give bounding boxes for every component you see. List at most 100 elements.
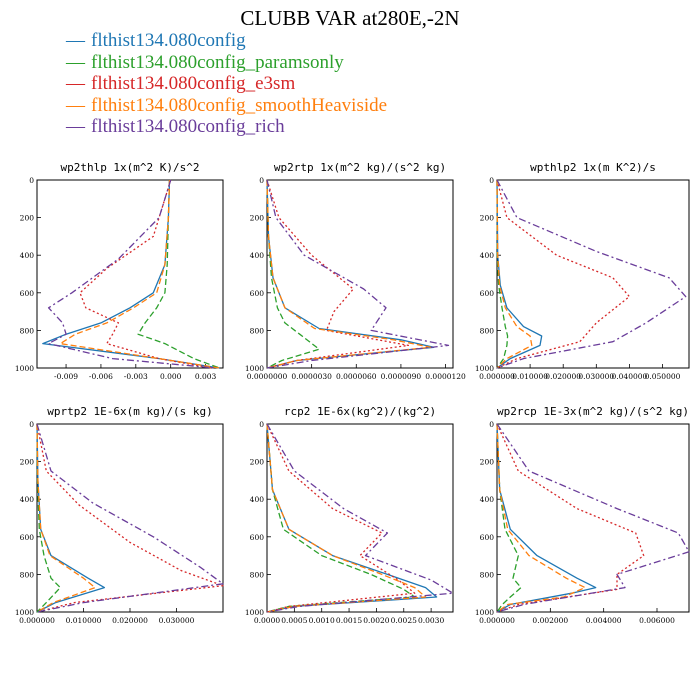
y-tick-label: 800 <box>480 570 495 579</box>
legend-label: flthist134.080config <box>91 30 246 51</box>
y-tick-label: 200 <box>250 214 265 223</box>
plot-frame <box>36 179 224 369</box>
x-tick-label: 0.030000 <box>159 616 195 625</box>
x-tick-label: 0.002000 <box>532 616 568 625</box>
y-tick-label: 200 <box>250 458 265 467</box>
x-tick-label: 0.0030 <box>418 616 444 625</box>
y-tick-label: 800 <box>250 326 265 335</box>
y-tick-label: 1000 <box>15 608 34 617</box>
y-tick-label: 800 <box>20 570 35 579</box>
x-tick-label: 0.0000030 <box>291 372 332 381</box>
series-line <box>266 179 432 369</box>
series-line <box>496 423 645 613</box>
y-tick-label: 200 <box>20 214 35 223</box>
series-line <box>36 423 96 613</box>
subplot: wpthlp2 1x(m K^2)/s 0 200 400 600 800 10000.00… <box>475 161 690 381</box>
x-tick-label: 0.0000000 <box>247 372 288 381</box>
series-line <box>496 423 586 613</box>
legend-entry: — flthist134.080config_smoothHeaviside <box>66 95 387 117</box>
legend-entry: — flthist134.080config_e3sm <box>66 73 387 95</box>
series-line <box>266 179 450 369</box>
series-line <box>42 179 220 369</box>
y-tick-label: 200 <box>480 458 495 467</box>
x-tick-label: 0.000000 <box>19 616 55 625</box>
y-tick-label: 400 <box>480 251 495 260</box>
y-tick-label: 0 <box>259 420 264 429</box>
y-tick-label: 0 <box>489 420 494 429</box>
legend-label: flthist134.080config_rich <box>91 116 285 137</box>
x-tick-label: -0.009 <box>54 372 78 381</box>
series-line <box>59 179 220 369</box>
legend-line-icon: — <box>66 94 85 116</box>
y-tick-label: 0 <box>489 176 494 185</box>
series-line <box>266 179 410 369</box>
series-line <box>496 179 687 369</box>
legend-label: flthist134.080config_smoothHeaviside <box>91 94 388 116</box>
y-tick-label: 400 <box>20 495 35 504</box>
y-tick-label: 400 <box>250 251 265 260</box>
y-tick-label: 400 <box>480 495 495 504</box>
legend-label: flthist134.080config_e3sm <box>91 73 296 94</box>
y-tick-label: 0 <box>29 176 34 185</box>
y-tick-label: 1000 <box>15 364 34 373</box>
legend-line-icon: — <box>66 73 85 94</box>
y-tick-label: 0 <box>259 176 264 185</box>
plot-frame <box>496 179 690 369</box>
series-line <box>266 423 454 613</box>
legend-entry: — flthist134.080config <box>66 30 387 52</box>
x-tick-label: 0.040000 <box>612 372 648 381</box>
series-line <box>496 179 631 369</box>
x-tick-label: 0.0000120 <box>425 372 466 381</box>
series-line <box>496 423 690 613</box>
y-tick-label: 400 <box>20 251 35 260</box>
x-tick-label: 0.020000 <box>545 372 581 381</box>
subplot: rcp2 1E-6x(kg^2)/(kg^2) 0 200 400 600 800 1000… <box>245 405 454 625</box>
figure-title: CLUBB VAR at280E,-2N <box>240 6 460 30</box>
legend-line-icon: — <box>66 51 85 73</box>
plot-frame <box>496 423 690 613</box>
series-line <box>137 179 220 369</box>
x-tick-label: 0.0005 <box>281 616 307 625</box>
legend-entry: — flthist134.080config_paramsonly <box>66 52 387 74</box>
series-line <box>79 179 212 369</box>
plot-frame <box>36 423 224 613</box>
y-tick-label: 600 <box>480 289 495 298</box>
y-tick-label: 600 <box>250 533 265 542</box>
subplot: wp2thlp 1x(m^2 K)/s^2 0 200 400 600 800 1000 -0… <box>15 161 224 381</box>
x-tick-label: 0.050000 <box>645 372 681 381</box>
y-tick-label: 800 <box>250 570 265 579</box>
subplot: wp2rcp 1E-3x(m^2 kg)/(s^2 kg)0 200 400 600 8… <box>475 405 690 625</box>
x-tick-label: 0.006000 <box>639 616 675 625</box>
x-tick-label: 0.030000 <box>578 372 614 381</box>
x-tick-label: 0.010000 <box>512 372 548 381</box>
series-line <box>47 179 215 369</box>
x-tick-label: 0.020000 <box>112 616 148 625</box>
legend-line-icon: — <box>66 116 85 137</box>
y-tick-label: 600 <box>480 533 495 542</box>
y-tick-label: 800 <box>480 326 495 335</box>
series-line <box>496 423 522 613</box>
x-tick-label: 0.0000060 <box>336 372 377 381</box>
x-tick-label: 0.0010 <box>309 616 335 625</box>
y-tick-label: 1000 <box>245 364 264 373</box>
series-line <box>266 179 435 369</box>
subplot-title: wp2thlp 1x(m^2 K)/s^2 <box>60 161 199 174</box>
legend-entry: — flthist134.080config_rich <box>66 116 387 138</box>
series-line <box>266 423 427 613</box>
series-line <box>36 423 106 613</box>
plot-frame <box>266 423 454 613</box>
subplot-title: rcp2 1E-6x(kg^2)/(kg^2) <box>284 405 436 418</box>
subplot: wp2rtp 1x(m^2 kg)/(s^2 kg) 0 200 400 600 800 1… <box>245 161 466 381</box>
y-tick-label: 200 <box>20 458 35 467</box>
y-tick-label: 200 <box>480 214 495 223</box>
y-tick-label: 600 <box>250 289 265 298</box>
x-tick-label: -0.003 <box>124 372 148 381</box>
plot-frame <box>266 179 454 369</box>
series-line <box>266 423 416 613</box>
series-line <box>496 179 543 369</box>
series-line <box>496 179 533 369</box>
x-tick-label: 0.004000 <box>586 616 622 625</box>
y-tick-label: 1000 <box>475 608 494 617</box>
series-line <box>36 423 224 613</box>
x-tick-label: 0.0020 <box>363 616 389 625</box>
